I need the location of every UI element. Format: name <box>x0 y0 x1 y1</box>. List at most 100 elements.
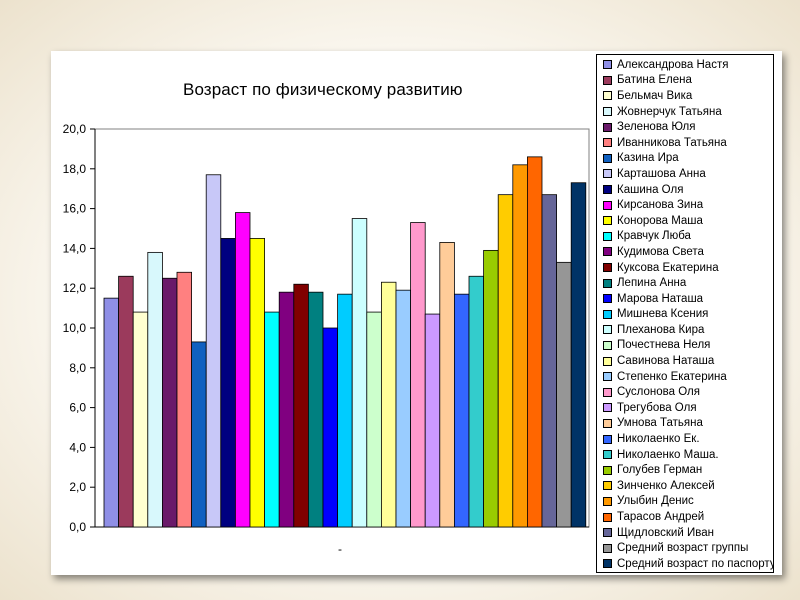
legend-entry: Николаенко Ек. <box>597 431 773 447</box>
bar <box>147 251 163 528</box>
legend-swatch <box>603 372 612 382</box>
legend-label: Зеленова Юля <box>617 121 696 134</box>
legend-swatch <box>603 91 612 101</box>
legend-swatch <box>603 263 612 273</box>
legend-entry: Голубев Герман <box>597 462 773 478</box>
y-tick-label: 14,0 <box>63 241 87 255</box>
legend-entry: Николаенко Маша. <box>597 447 773 463</box>
legend-entry: Тарасов Андрей <box>597 509 773 525</box>
bar <box>351 218 368 528</box>
legend-entry: Кирсанова Зина <box>597 197 773 213</box>
y-tick-label: 20,0 <box>63 122 87 136</box>
legend: Александрова Настя Батина Елена Бельмач Ви… <box>596 54 774 573</box>
legend-entry: Марова Наташа <box>597 291 773 307</box>
legend-entry: Карташова Анна <box>597 166 773 182</box>
legend-swatch <box>603 528 612 538</box>
legend-entry: Кравчук Люба <box>597 229 773 245</box>
legend-entry: Зеленова Юля <box>597 119 773 135</box>
bar <box>278 291 295 528</box>
legend-entry: Средний возраст группы <box>597 540 773 556</box>
y-tick-label: 12,0 <box>63 281 87 295</box>
legend-entry: Трегубова Оля <box>597 400 773 416</box>
legend-entry: Жовнерчук Татьяна <box>597 104 773 120</box>
legend-swatch <box>603 278 612 288</box>
legend-swatch <box>603 387 612 397</box>
legend-entry: Средний возраст по паспорту <box>597 556 773 572</box>
legend-swatch <box>603 559 612 569</box>
y-tick-label: 0,0 <box>69 520 86 534</box>
legend-label: Почестнева Неля <box>617 339 711 352</box>
legend-label: Лепина Анна <box>617 277 687 290</box>
legend-label: Степенко Екатерина <box>617 370 727 383</box>
legend-label: Кирсанова Зина <box>617 199 704 212</box>
legend-entry: Умнова Татьяна <box>597 416 773 432</box>
legend-label: Щидловский Иван <box>617 526 714 539</box>
legend-label: Плеханова Кира <box>617 323 705 336</box>
legend-entry: Казина Ира <box>597 151 773 167</box>
legend-label: Голубев Герман <box>617 464 703 477</box>
bar <box>132 311 149 528</box>
legend-label: Конорова Маша <box>617 214 703 227</box>
legend-label: Суслонова Оля <box>617 386 700 399</box>
bar <box>395 289 412 528</box>
legend-swatch <box>603 60 612 70</box>
bar <box>176 271 193 528</box>
y-tick-label: 18,0 <box>63 162 87 176</box>
legend-label: Александрова Настя <box>617 58 729 71</box>
legend-label: Средний возраст группы <box>617 542 749 555</box>
legend-label: Куксова Екатерина <box>617 261 719 274</box>
y-tick-label: 4,0 <box>69 440 86 454</box>
bar <box>410 222 426 528</box>
legend-label: Кудимова Света <box>617 245 704 258</box>
y-tick-label: 8,0 <box>69 361 86 375</box>
legend-swatch <box>603 122 612 132</box>
y-tick-label: 16,0 <box>63 202 87 216</box>
y-tick-label: 6,0 <box>69 401 86 415</box>
legend-swatch <box>603 231 612 241</box>
legend-swatch <box>603 309 612 319</box>
legend-entry: Куксова Екатерина <box>597 260 773 276</box>
bar <box>439 242 455 528</box>
legend-swatch <box>603 403 612 413</box>
bar <box>322 327 339 528</box>
legend-label: Казина Ира <box>617 152 679 165</box>
legend-swatch <box>603 153 612 163</box>
legend-swatch <box>603 356 612 366</box>
legend-entry: Лепина Анна <box>597 275 773 291</box>
legend-label: Кашина Оля <box>617 183 684 196</box>
bar <box>220 238 236 528</box>
legend-swatch <box>603 200 612 210</box>
legend-label: Мишнева Ксения <box>617 308 709 321</box>
bar <box>497 194 514 528</box>
legend-swatch <box>603 185 612 195</box>
chart-title: Возраст по физическому развитию <box>183 80 463 99</box>
bar <box>234 212 251 528</box>
legend-entry: Щидловский Иван <box>597 525 773 541</box>
legend-entry: Кашина Оля <box>597 182 773 198</box>
legend-label: Умнова Татьяна <box>617 417 703 430</box>
legend-label: Савинова Наташа <box>617 355 715 368</box>
legend-swatch <box>603 75 612 85</box>
legend-entry: Конорова Маша <box>597 213 773 229</box>
legend-label: Бельмач Вика <box>617 89 693 102</box>
bar <box>541 194 558 528</box>
legend-entry: Кудимова Света <box>597 244 773 260</box>
legend-label: Жовнерчук Татьяна <box>617 105 722 118</box>
bar <box>307 291 324 528</box>
bar <box>293 283 309 528</box>
legend-swatch <box>603 325 612 335</box>
legend-label: Зинченко Алексей <box>617 479 715 492</box>
legend-label: Улыбин Денис <box>617 495 694 508</box>
legend-label: Средний возраст по паспорту <box>617 557 773 570</box>
bar <box>205 174 222 528</box>
bar <box>512 164 528 528</box>
legend-swatch <box>603 543 612 553</box>
legend-swatch <box>603 216 612 226</box>
legend-label: Кравчук Люба <box>617 230 691 243</box>
legend-entry: Почестнева Неля <box>597 338 773 354</box>
x-axis-label: - <box>338 542 342 556</box>
bar <box>556 261 572 528</box>
legend-entry: Савинова Наташа <box>597 353 773 369</box>
legend-swatch <box>603 496 612 506</box>
